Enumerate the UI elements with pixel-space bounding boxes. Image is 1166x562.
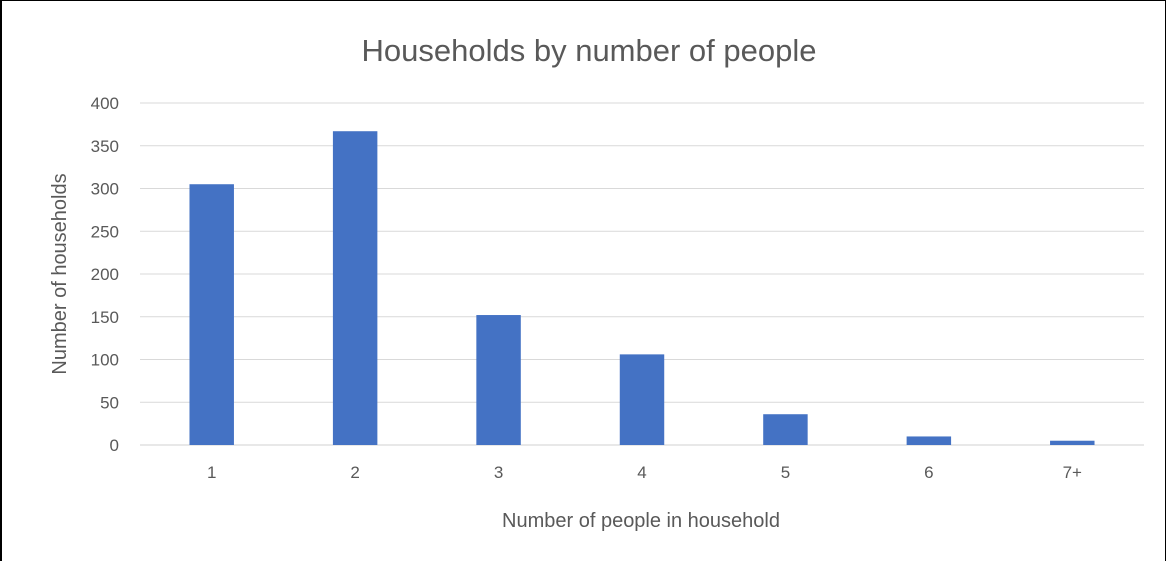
x-tick-label: 7+ (1063, 463, 1082, 482)
y-tick-label: 50 (100, 393, 119, 412)
x-tick-label: 2 (350, 463, 359, 482)
bars (189, 131, 1095, 445)
y-tick-label: 250 (91, 222, 119, 241)
x-tick-label: 1 (207, 463, 216, 482)
bar-2 (332, 131, 378, 445)
x-tick-label: 4 (637, 463, 646, 482)
y-tick-label: 100 (91, 351, 119, 370)
y-tick-label: 150 (91, 308, 119, 327)
x-axis-title: Number of people in household (502, 510, 780, 532)
bar-5 (763, 414, 808, 445)
x-tick-label: 6 (924, 463, 933, 482)
x-tick-label: 3 (494, 463, 503, 482)
y-axis-title: Number of households (49, 173, 71, 374)
y-tick-label: 350 (91, 137, 119, 156)
gridlines (140, 102, 1144, 446)
x-axis-tick-labels: 1 2 3 4 5 6 7+ (207, 463, 1082, 482)
x-tick-label: 5 (781, 463, 790, 482)
y-axis-tick-labels: 0 50 100 150 200 250 300 350 400 (91, 94, 119, 455)
bar-7+ (1050, 440, 1095, 445)
bar-1 (189, 184, 234, 445)
y-tick-label: 200 (91, 265, 119, 284)
y-tick-label: 300 (91, 180, 119, 199)
bar-4 (619, 354, 665, 445)
bar-3 (476, 315, 521, 445)
chart-title: Households by number of people (362, 33, 817, 68)
y-tick-label: 400 (91, 94, 119, 113)
y-tick-label: 0 (110, 436, 119, 455)
bar-6 (906, 436, 952, 445)
